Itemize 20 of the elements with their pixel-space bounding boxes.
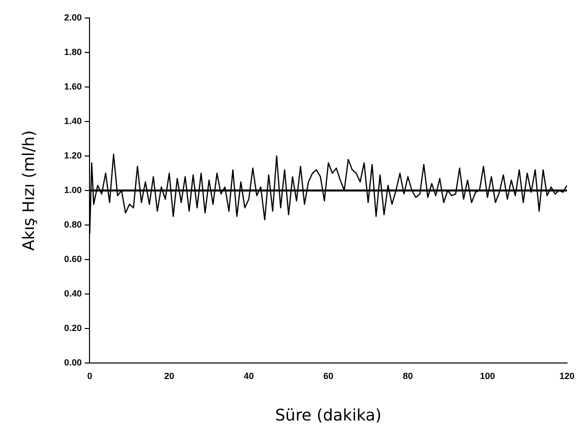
x-tick-label: 0 [87,370,92,381]
y-tick-label: 0.20 [64,322,82,333]
x-tick-label: 120 [559,370,575,381]
y-tick-label: 0.80 [64,219,82,230]
x-axis-title: Süre (dakika) [275,406,382,425]
y-tick-label: 0.40 [64,288,82,298]
x-tick-label: 60 [323,370,334,381]
y-tick-label: 1.00 [64,184,82,195]
y-tick-label: 2.00 [64,12,82,22]
y-tick-label: 1.40 [64,116,82,126]
y-tick-label: 0.00 [64,357,82,368]
y-axis-title: Akış Hızı (ml/h) [18,130,38,251]
x-tick-label: 100 [480,370,495,381]
y-tick-label: 1.60 [64,81,82,92]
y-tick-label: 1.20 [64,150,82,160]
x-tick-label: 20 [164,370,174,381]
x-tick-label: 40 [244,370,254,381]
y-tick-label: 1.80 [64,46,82,57]
x-tick-label: 80 [402,370,413,381]
y-tick-label: 0.60 [64,254,82,264]
